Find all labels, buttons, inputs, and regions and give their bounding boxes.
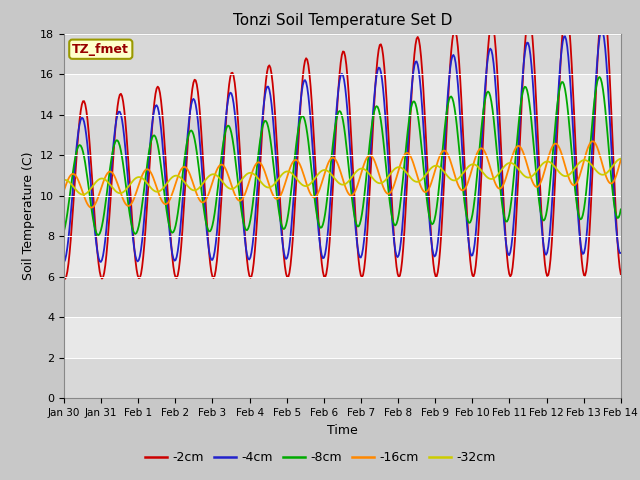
-8cm [60, 228, 68, 234]
Line: -16cm: -16cm [64, 141, 621, 207]
-8cm [329, 141, 337, 147]
Bar [64, 155, 621, 196]
-8cm [393, 221, 401, 227]
-32cm [60, 177, 68, 183]
-8cm [95, 232, 102, 238]
-32cm [329, 173, 337, 179]
Bar [64, 74, 621, 115]
Bar [64, 236, 621, 277]
Bar [64, 277, 621, 317]
-8cm [596, 74, 604, 80]
-4cm [617, 250, 625, 256]
-2cm [518, 104, 525, 110]
-4cm [328, 176, 335, 181]
Y-axis label: Soil Temperature (C): Soil Temperature (C) [22, 152, 35, 280]
Line: -32cm: -32cm [64, 159, 621, 194]
-2cm [61, 276, 69, 282]
-2cm [393, 264, 401, 270]
-8cm [362, 173, 370, 179]
-32cm [518, 170, 525, 176]
-32cm [362, 168, 370, 174]
-16cm [393, 174, 401, 180]
-16cm [518, 146, 525, 152]
-16cm [60, 188, 68, 193]
-8cm [326, 173, 333, 179]
Text: TZ_fmet: TZ_fmet [72, 43, 129, 56]
-16cm [606, 180, 614, 186]
Legend: -2cm, -4cm, -8cm, -16cm, -32cm: -2cm, -4cm, -8cm, -16cm, -32cm [140, 446, 500, 469]
-32cm [617, 156, 625, 162]
Bar [64, 115, 621, 155]
-8cm [518, 96, 525, 102]
-32cm [79, 192, 87, 197]
-8cm [606, 156, 614, 162]
-4cm [324, 223, 332, 228]
-16cm [589, 138, 596, 144]
-32cm [605, 168, 612, 174]
Line: -2cm: -2cm [64, 1, 621, 279]
-2cm [329, 184, 337, 190]
-2cm [60, 275, 68, 281]
-16cm [87, 204, 95, 210]
-4cm [362, 225, 369, 230]
X-axis label: Time: Time [327, 424, 358, 437]
Bar [64, 358, 621, 398]
-16cm [329, 155, 337, 160]
-4cm [516, 108, 524, 114]
-32cm [326, 169, 333, 175]
Bar [64, 196, 621, 236]
-16cm [617, 157, 625, 163]
-4cm [392, 248, 399, 254]
-4cm [605, 93, 612, 99]
Line: -8cm: -8cm [64, 77, 621, 235]
-4cm [60, 259, 68, 265]
-8cm [617, 206, 625, 212]
-2cm [606, 72, 614, 78]
-2cm [326, 240, 333, 245]
Title: Tonzi Soil Temperature Set D: Tonzi Soil Temperature Set D [233, 13, 452, 28]
Line: -4cm: -4cm [64, 30, 621, 262]
-32cm [393, 165, 401, 170]
-16cm [326, 157, 333, 163]
-2cm [362, 242, 370, 248]
-2cm [599, 0, 607, 4]
Bar [64, 34, 621, 74]
Bar [64, 317, 621, 358]
-4cm [598, 27, 605, 33]
-2cm [617, 271, 625, 277]
-16cm [362, 156, 370, 162]
